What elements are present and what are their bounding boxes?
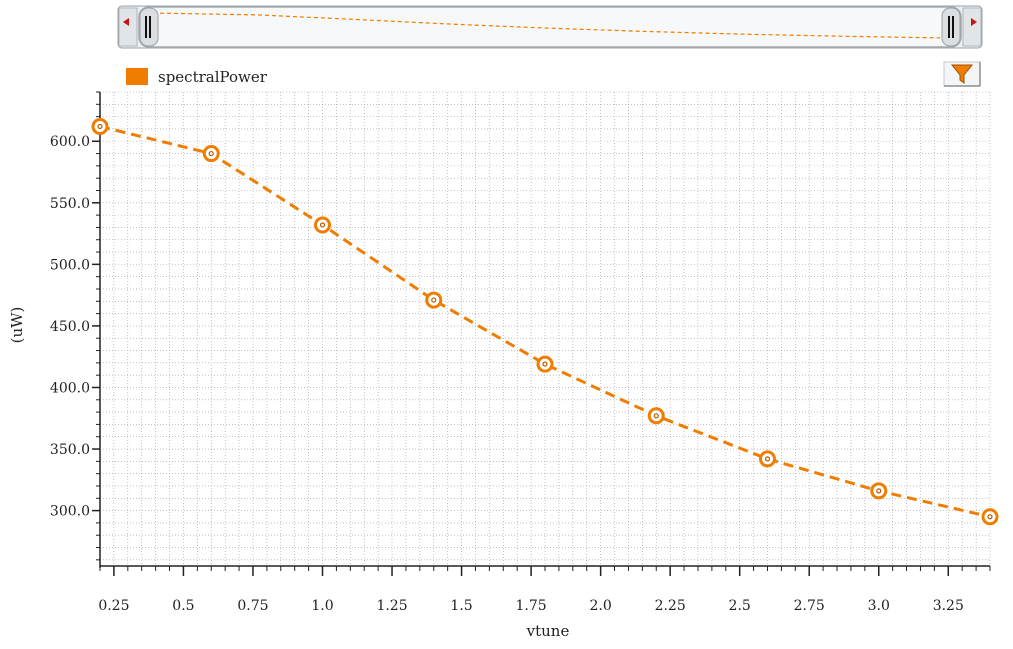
overview-right-arrow-button[interactable] xyxy=(962,7,982,47)
x-tick-label: 1.25 xyxy=(376,598,407,614)
x-tick-label: 1.0 xyxy=(311,598,333,614)
data-point-center xyxy=(97,123,103,130)
y-tick-label: 300.0 xyxy=(50,504,90,520)
y-tick-label: 450.0 xyxy=(50,319,90,335)
series-layer xyxy=(91,117,999,526)
x-axis-title: vtune xyxy=(526,622,570,640)
y-tick-label: 350.0 xyxy=(50,442,90,458)
plot-grid xyxy=(100,91,991,566)
triangle-left-icon xyxy=(123,18,129,26)
data-point[interactable] xyxy=(536,355,554,373)
axes: 300.0 350.0 400.0 450.0 500.0 550.0 600.0 0.25 0… xyxy=(50,91,991,614)
x-tick-label: 2.5 xyxy=(729,598,751,614)
x-tick-label: 3.0 xyxy=(868,598,890,614)
overview-left-arrow-button[interactable] xyxy=(118,7,138,47)
data-point-center xyxy=(431,297,437,303)
x-tick-label: 2.75 xyxy=(794,598,825,614)
data-point[interactable] xyxy=(91,117,109,135)
data-point-center xyxy=(987,514,993,520)
data-point[interactable] xyxy=(202,145,220,163)
triangle-right-icon xyxy=(971,18,977,26)
data-point[interactable] xyxy=(759,450,776,468)
overview-thumb[interactable] xyxy=(138,6,962,48)
x-tick-label: 3.25 xyxy=(933,598,964,614)
data-point-center xyxy=(764,456,771,462)
legend-swatch xyxy=(126,68,148,85)
x-tick-label: 2.25 xyxy=(655,598,686,614)
data-point[interactable] xyxy=(425,291,443,309)
y-tick-label: 600.0 xyxy=(50,134,90,150)
y-tick-label: 400.0 xyxy=(50,380,90,396)
data-point-center xyxy=(542,361,548,367)
data-point-center xyxy=(876,488,882,494)
y-tick-label: 500.0 xyxy=(50,257,90,273)
legend-label: spectralPower xyxy=(158,68,268,86)
data-point[interactable] xyxy=(647,407,665,425)
x-tick-label: 0.25 xyxy=(98,598,129,614)
data-point[interactable] xyxy=(870,482,888,500)
x-tick-label: 0.75 xyxy=(237,598,268,614)
data-point[interactable] xyxy=(981,508,999,526)
x-tick-label: 1.75 xyxy=(516,598,547,614)
legend: spectralPower xyxy=(126,68,268,86)
x-tick-label: 2.0 xyxy=(589,598,611,614)
x-tick-label: 1.5 xyxy=(450,598,472,614)
overview-scrollbar[interactable] xyxy=(117,5,983,49)
funnel-icon xyxy=(950,64,974,84)
data-point[interactable] xyxy=(314,216,331,234)
y-tick-label: 550.0 xyxy=(50,196,90,212)
data-point-center xyxy=(208,150,214,157)
data-point-center xyxy=(653,413,659,419)
y-axis-title: (uW) xyxy=(8,307,26,344)
data-point-center xyxy=(319,222,326,228)
filter-button[interactable] xyxy=(943,61,981,87)
x-tick-label: 0.5 xyxy=(172,598,194,614)
overview-thumb-right-handle[interactable] xyxy=(941,7,961,47)
